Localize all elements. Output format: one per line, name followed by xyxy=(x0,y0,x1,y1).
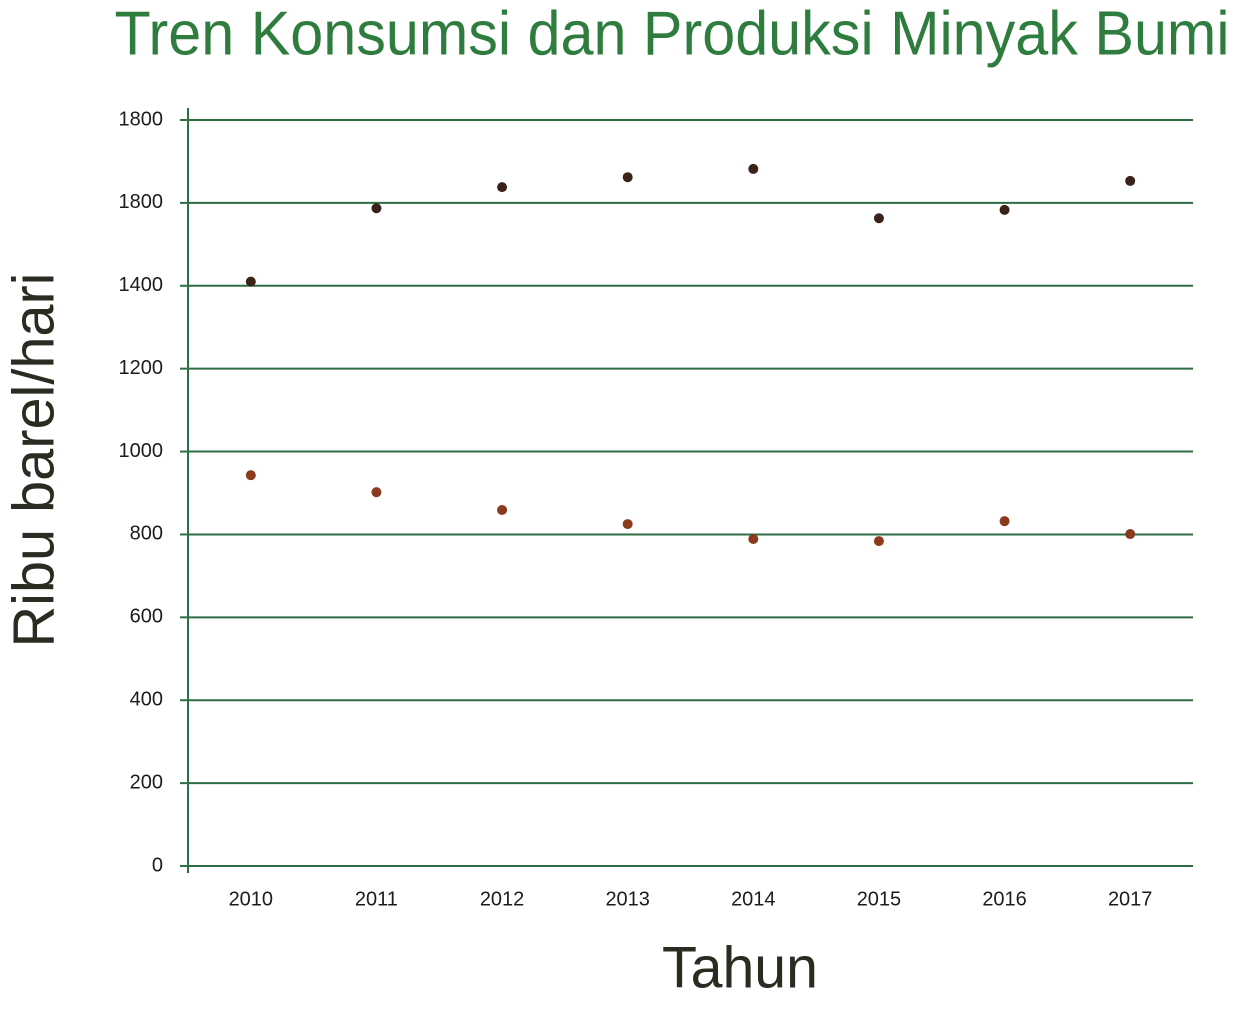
y-tick-label: 400 xyxy=(130,689,163,711)
x-tick-label: 2012 xyxy=(480,888,525,910)
data-point xyxy=(748,534,759,545)
y-tick-label: 1200 xyxy=(119,357,164,379)
data-point xyxy=(873,536,884,547)
data-point xyxy=(622,172,633,183)
y-tick-label: 200 xyxy=(130,771,163,793)
data-point xyxy=(748,163,759,174)
x-axis-title: Tahun xyxy=(662,935,818,1000)
y-tick-label: 800 xyxy=(130,523,163,545)
x-tick-label: 2014 xyxy=(731,888,776,910)
data-point xyxy=(497,504,508,515)
x-tick-label: 2010 xyxy=(229,888,274,910)
data-point xyxy=(497,182,508,193)
data-point xyxy=(371,487,382,498)
x-tick-label: 2017 xyxy=(1108,888,1153,910)
data-point xyxy=(999,204,1010,215)
y-tick-label: 1800 xyxy=(119,191,164,213)
y-tick-label: 600 xyxy=(130,606,163,628)
data-point xyxy=(371,203,382,214)
data-point xyxy=(873,213,884,224)
data-point xyxy=(1125,529,1136,540)
chart-title: Tren Konsumsi dan Produksi Minyak Bumi xyxy=(115,0,1230,68)
data-point xyxy=(1125,175,1136,186)
x-tick-label: 2011 xyxy=(355,888,398,910)
x-tick-label: 2016 xyxy=(982,888,1027,910)
y-tick-label: 1800 xyxy=(119,108,164,130)
x-tick-label: 2013 xyxy=(605,888,650,910)
x-tick-label: 2015 xyxy=(857,888,902,910)
y-tick-label: 0 xyxy=(152,854,163,876)
y-tick-label: 1000 xyxy=(119,440,164,462)
data-point xyxy=(245,276,256,287)
y-tick-label: 1400 xyxy=(119,274,164,296)
data-point xyxy=(622,519,633,530)
data-point xyxy=(999,516,1010,527)
data-point xyxy=(245,470,256,481)
y-axis-title: Ribu barel/hari xyxy=(1,273,66,648)
